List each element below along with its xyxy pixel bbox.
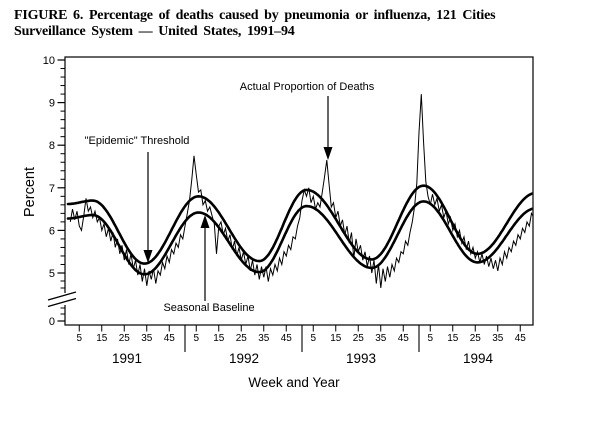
x-week-tick-label: 25 xyxy=(119,333,131,344)
x-week-tick-label: 25 xyxy=(353,333,365,344)
x-week-tick-label: 35 xyxy=(141,333,153,344)
actual-proportion-line xyxy=(69,94,533,288)
x-week-tick-label: 45 xyxy=(398,333,410,344)
x-week-tick-label: 45 xyxy=(164,333,176,344)
x-week-tick-label: 15 xyxy=(213,333,225,344)
axis-break-slash xyxy=(47,291,77,301)
x-week-tick-label: 15 xyxy=(96,333,108,344)
y-tick-label: 7 xyxy=(49,183,55,195)
annotation-seasonal-baseline-label: Seasonal Baseline xyxy=(163,302,254,314)
x-week-tick-label: 45 xyxy=(515,333,527,344)
y-tick-label: 10 xyxy=(43,55,55,67)
figure-caption: FIGURE 6. Percentage of deaths caused by… xyxy=(14,8,594,40)
x-week-tick-label: 5 xyxy=(427,333,433,344)
year-label: 1994 xyxy=(463,351,494,366)
chart-generated-layer: 5 6 7 8 9 10 0 5 15 25 35 45 1991 5 15 25 35 45 1992 5 15 25 3… xyxy=(43,55,534,366)
x-week-tick-label: 35 xyxy=(375,333,387,344)
y-tick-label: 5 xyxy=(49,268,55,280)
data-lines-group xyxy=(66,94,533,288)
year-label: 1992 xyxy=(229,351,259,366)
annotation-epidemic-threshold-label: "Epidemic" Threshold xyxy=(85,135,190,147)
annotation-actual-proportion-label: Actual Proportion of Deaths xyxy=(240,81,375,93)
epidemic-threshold-arrow-head xyxy=(143,250,153,263)
y-tick-label: 6 xyxy=(49,225,55,237)
epidemic-threshold-curve xyxy=(66,184,533,265)
actual-proportion-arrow-head xyxy=(323,147,333,160)
y-axis-title: Percent xyxy=(22,167,38,217)
figure-caption-line2: Surveillance System — United States, 199… xyxy=(14,24,295,39)
x-week-tick-label: 35 xyxy=(492,333,504,344)
y-tick-label: 9 xyxy=(49,98,55,110)
x-week-tick-label: 5 xyxy=(76,333,82,344)
seasonal-baseline-arrow-head xyxy=(200,215,210,228)
x-week-tick-label: 5 xyxy=(193,333,199,344)
axis-break-slash xyxy=(47,297,77,308)
x-week-tick-label: 15 xyxy=(330,333,342,344)
y-tick-label: 0 xyxy=(49,316,55,328)
x-week-tick-label: 15 xyxy=(447,333,459,344)
figure-caption-line1: FIGURE 6. Percentage of deaths caused by… xyxy=(14,8,496,23)
axis-break-gap xyxy=(62,293,68,305)
seasonal-baseline-curve xyxy=(66,200,533,276)
x-week-tick-label: 25 xyxy=(236,333,248,344)
x-axis-title: Week and Year xyxy=(248,375,340,390)
year-label: 1991 xyxy=(112,351,142,366)
x-week-tick-label: 35 xyxy=(258,333,270,344)
x-week-tick-label: 45 xyxy=(281,333,293,344)
x-week-tick-label: 25 xyxy=(470,333,482,344)
plot-border xyxy=(64,56,534,326)
y-tick-label: 8 xyxy=(49,140,55,152)
x-week-tick-label: 5 xyxy=(310,333,316,344)
year-label: 1993 xyxy=(346,351,376,366)
